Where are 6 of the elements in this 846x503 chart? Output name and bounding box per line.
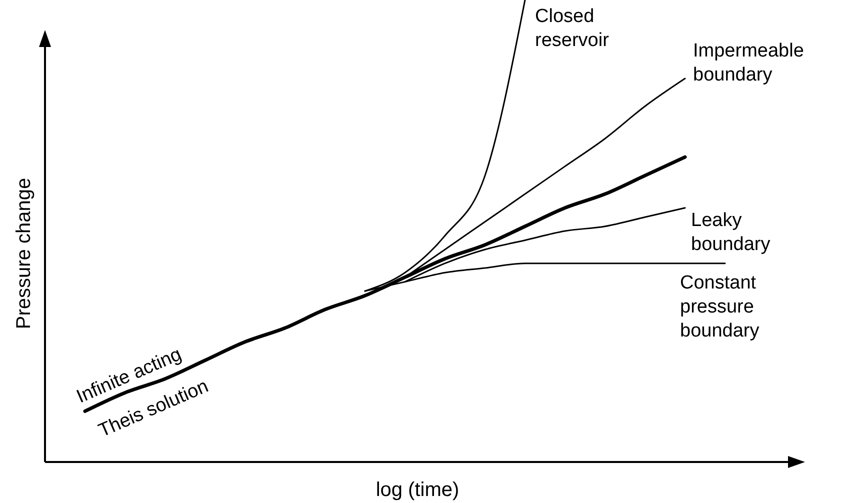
y-axis-title: Pressure change [13,178,35,330]
series-label: Impermeable boundary [693,40,804,86]
series-label: Constant pressure boundary [680,272,760,342]
series-label: Closed reservoir [535,6,610,51]
series-label: Leaky boundary [691,210,771,255]
x-axis-title: log (time) [376,479,460,501]
